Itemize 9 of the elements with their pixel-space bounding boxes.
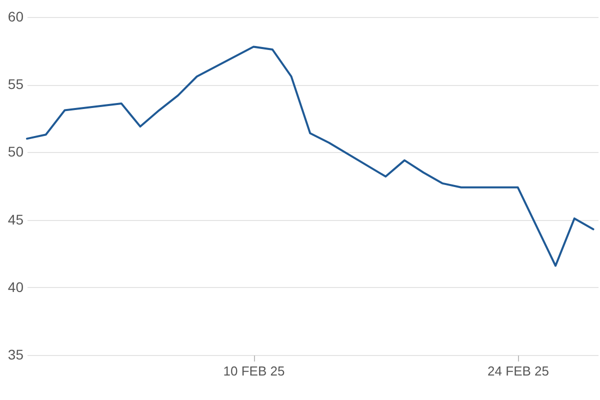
y-tick-label: 40 xyxy=(8,278,24,295)
y-tick-label: 45 xyxy=(8,211,24,228)
y-tick-label: 50 xyxy=(8,144,24,160)
y-tick-label: 55 xyxy=(8,76,24,92)
line-series xyxy=(26,46,594,267)
y-tick-label: 35 xyxy=(8,346,24,362)
x-tick-label: 24 FEB 25 xyxy=(488,364,549,378)
y-tick-label: 60 xyxy=(8,8,24,24)
x-tick-label: 10 FEB 25 xyxy=(223,364,285,378)
